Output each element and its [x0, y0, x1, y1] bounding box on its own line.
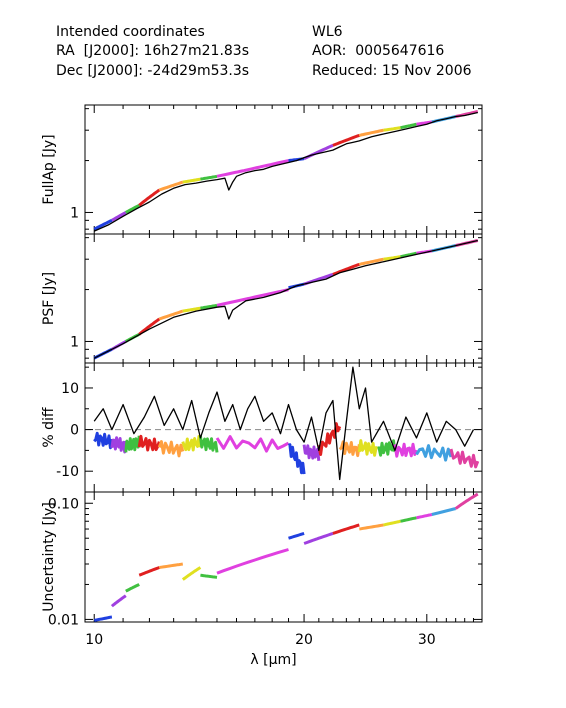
colored-series-line	[198, 435, 219, 453]
colored-series-line	[431, 507, 456, 516]
y-tick-label: -10	[56, 464, 79, 480]
colored-series-line	[110, 436, 128, 454]
colored-series-line	[416, 120, 433, 126]
colored-series-line	[181, 434, 202, 452]
header-right-line1: WL6	[312, 24, 343, 40]
y-axis-label-psf: PSF [Jy]	[41, 272, 57, 325]
colored-series-line	[181, 566, 202, 581]
y-tick-label: 0.01	[48, 612, 79, 628]
colored-series-line	[358, 128, 384, 137]
colored-series-line	[93, 431, 114, 450]
x-axis-label: λ [μm]	[250, 652, 296, 668]
y-tick-label: 10	[61, 381, 79, 397]
colored-series-line	[383, 126, 401, 132]
colored-series-line	[158, 180, 184, 192]
header-left-line2: RA [J2000]: 16h27m21.83s	[56, 43, 249, 59]
colored-series-line	[215, 435, 290, 453]
colored-series-line	[287, 443, 306, 475]
colored-series-line	[138, 317, 161, 336]
panel-frame-pctdiff	[84, 362, 483, 493]
y-axis-label-uncertainty: Uncertainty [Jy]	[41, 502, 57, 612]
colored-series-line	[383, 255, 401, 261]
colored-series-line	[416, 513, 433, 520]
colored-series-line	[449, 448, 480, 469]
colored-series-line	[124, 203, 140, 214]
colored-series-line	[400, 122, 417, 130]
black-series-line	[93, 239, 478, 359]
colored-series-line	[200, 303, 218, 310]
y-axis-label-fullap: FullAp [Jy]	[41, 134, 57, 204]
colored-series-line	[182, 306, 201, 313]
colored-series-line	[93, 218, 113, 231]
colored-series-line	[158, 309, 184, 321]
x-tick-label: 10	[85, 632, 103, 648]
colored-series-line	[93, 615, 113, 622]
colored-series-line	[138, 566, 160, 577]
colored-series-line	[216, 169, 245, 178]
colored-series-line	[111, 211, 127, 222]
panel-frame-uncertainty	[84, 491, 483, 623]
colored-series-line	[157, 440, 185, 458]
colored-series-line	[302, 444, 321, 461]
header-right-line3: Reduced: 15 Nov 2006	[312, 63, 472, 79]
x-tick-label: 20	[295, 632, 313, 648]
colored-series-line	[243, 159, 289, 173]
y-tick-label: 0	[70, 423, 79, 439]
colored-series-line	[338, 440, 361, 458]
colored-series-line	[288, 531, 305, 540]
black-series-line	[93, 366, 475, 481]
y-tick-label: 0.10	[48, 496, 79, 512]
header-left-line3: Dec [J2000]: -24d29m53.3s	[56, 63, 250, 79]
colored-series-line	[332, 133, 360, 147]
colored-series-line	[317, 422, 342, 456]
black-series-line	[93, 111, 478, 232]
colored-series-line	[125, 583, 140, 593]
y-tick-label: 1	[70, 334, 79, 350]
colored-series-line	[138, 188, 161, 207]
header-left-line1: Intended coordinates	[56, 24, 205, 40]
colored-series-line	[400, 251, 417, 259]
colored-series-line	[200, 573, 218, 579]
colored-series-line	[358, 257, 384, 266]
colored-series-line	[454, 492, 479, 510]
y-tick-label: 1	[70, 205, 79, 221]
colored-series-line	[383, 519, 401, 527]
colored-series-line	[182, 177, 201, 184]
colored-series-line	[357, 439, 379, 457]
header-right-line2: AOR: 0005647616	[312, 43, 445, 59]
colored-series-line	[124, 435, 141, 453]
colored-series-line	[110, 594, 127, 608]
colored-series-line	[400, 516, 417, 523]
colored-series-line	[415, 444, 453, 462]
colored-series-line	[303, 531, 334, 545]
x-tick-label: 30	[418, 632, 436, 648]
y-axis-label-pctdiff: % diff	[41, 407, 57, 448]
colored-series-line	[332, 262, 360, 276]
colored-series-line	[332, 523, 360, 535]
colored-series-line	[359, 523, 384, 531]
colored-series-line	[200, 174, 218, 181]
colored-series-line	[159, 562, 184, 569]
colored-series-line	[216, 548, 289, 575]
colored-series-line	[137, 434, 161, 452]
colored-series-line	[393, 442, 418, 458]
colored-series-line	[216, 288, 289, 307]
colored-series-line	[377, 439, 397, 457]
